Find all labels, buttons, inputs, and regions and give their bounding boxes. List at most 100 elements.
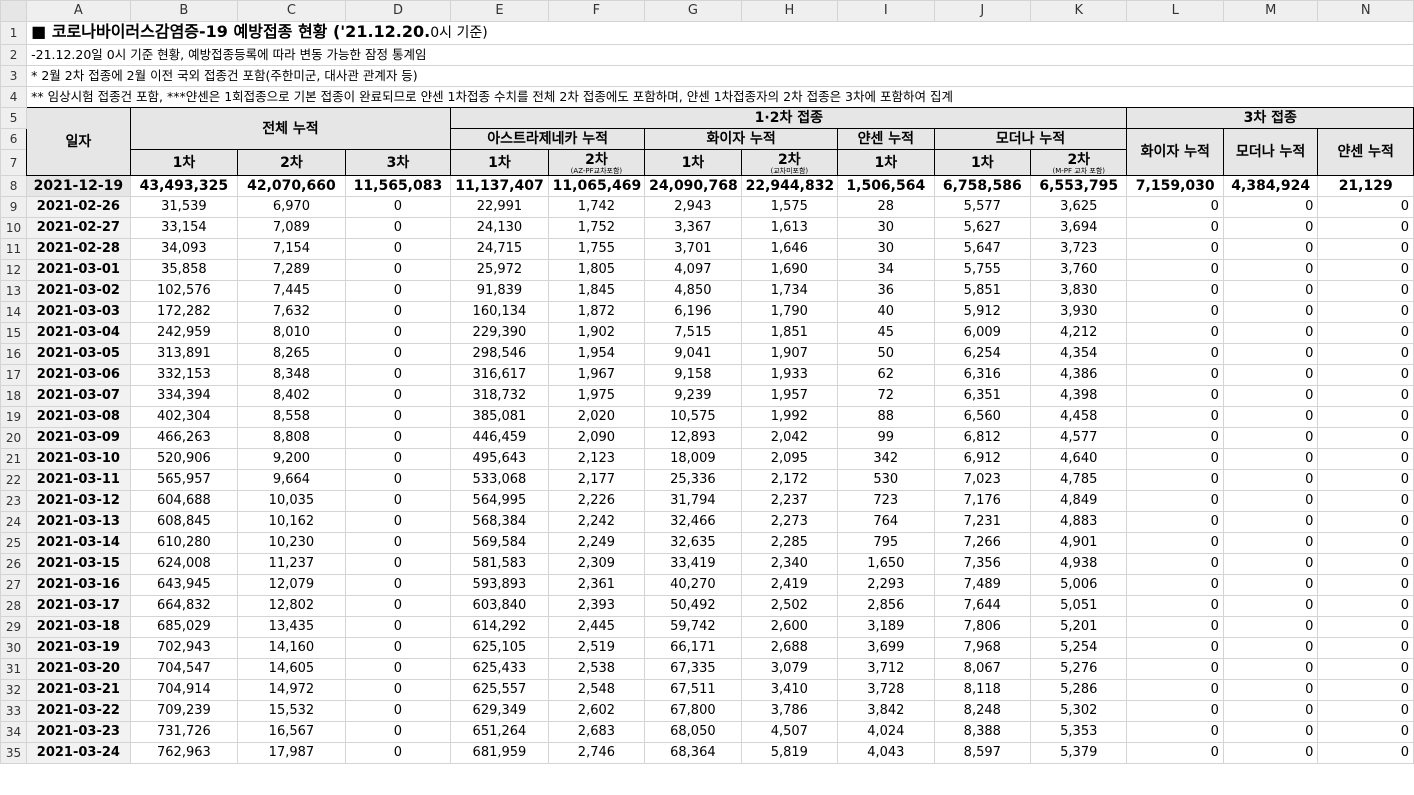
data-cell[interactable]: 0 <box>344 364 452 386</box>
date-cell[interactable]: 2021-03-15 <box>26 553 131 575</box>
column-header-d[interactable]: D <box>344 0 452 22</box>
data-cell[interactable]: 2,309 <box>547 553 646 575</box>
data-cell[interactable]: 0 <box>1317 637 1414 659</box>
data-cell[interactable]: 0 <box>1317 385 1414 407</box>
column-header-e[interactable]: E <box>450 0 549 22</box>
header-moderna[interactable]: 모더나 누적 <box>933 128 1128 150</box>
data-cell[interactable]: 10,230 <box>237 532 346 554</box>
data-cell[interactable]: 704,547 <box>129 658 239 680</box>
data-cell[interactable]: 2,361 <box>547 574 646 596</box>
data-cell[interactable]: 3,830 <box>1030 280 1128 302</box>
data-cell[interactable]: 4,398 <box>1030 385 1128 407</box>
data-cell[interactable]: 35,858 <box>129 259 239 281</box>
data-cell[interactable]: 12,802 <box>237 595 346 617</box>
data-cell[interactable]: 610,280 <box>129 532 239 554</box>
data-cell[interactable]: 0 <box>344 616 452 638</box>
data-cell[interactable]: 0 <box>1126 595 1224 617</box>
row-header[interactable]: 9 <box>0 196 28 218</box>
data-cell[interactable]: 0 <box>1317 595 1414 617</box>
data-cell[interactable]: 2,090 <box>547 427 646 449</box>
data-cell[interactable]: 0 <box>1317 301 1414 323</box>
data-cell[interactable]: 0 <box>1222 553 1319 575</box>
data-cell[interactable]: 6,912 <box>933 448 1032 470</box>
data-cell[interactable]: 3,786 <box>740 700 839 722</box>
data-cell[interactable]: 0 <box>1222 616 1319 638</box>
row-header[interactable]: 20 <box>0 427 28 449</box>
data-cell[interactable]: 0 <box>1222 259 1319 281</box>
data-cell[interactable]: 2,445 <box>547 616 646 638</box>
data-cell[interactable]: 0 <box>1222 427 1319 449</box>
date-cell[interactable]: 2021-03-10 <box>26 448 131 470</box>
data-cell[interactable]: 0 <box>344 238 452 260</box>
data-cell[interactable]: 2,237 <box>740 490 839 512</box>
data-cell[interactable]: 2,393 <box>547 595 646 617</box>
row-header[interactable]: 4 <box>0 86 28 108</box>
date-cell[interactable]: 2021-03-04 <box>26 322 131 344</box>
data-cell[interactable]: 4,043 <box>837 742 935 764</box>
data-cell[interactable]: 2,856 <box>837 595 935 617</box>
data-cell[interactable]: 0 <box>344 574 452 596</box>
data-cell[interactable]: 5,276 <box>1030 658 1128 680</box>
data-cell[interactable]: 45 <box>837 322 935 344</box>
data-cell[interactable]: 0 <box>344 322 452 344</box>
data-cell[interactable]: 8,265 <box>237 343 346 365</box>
header-md-second[interactable]: 2차 (M-PF 교차 포함) <box>1030 149 1128 176</box>
date-cell[interactable]: 2021-02-26 <box>26 196 131 218</box>
data-cell[interactable]: 624,008 <box>129 553 239 575</box>
data-cell[interactable]: 7,266 <box>933 532 1032 554</box>
data-cell[interactable]: 709,239 <box>129 700 239 722</box>
data-cell[interactable]: 731,726 <box>129 721 239 743</box>
data-cell[interactable]: 10,035 <box>237 490 346 512</box>
data-cell[interactable]: 0 <box>1317 469 1414 491</box>
date-cell[interactable]: 2021-03-20 <box>26 658 131 680</box>
data-cell[interactable]: 40 <box>837 301 935 323</box>
data-cell[interactable]: 0 <box>1317 574 1414 596</box>
data-cell[interactable]: 5,051 <box>1030 595 1128 617</box>
header-janssen-dose3[interactable]: 얀센 누적 <box>1317 128 1414 176</box>
data-cell[interactable]: 18,009 <box>644 448 742 470</box>
data-cell[interactable]: 2,600 <box>740 616 839 638</box>
data-cell[interactable]: 0 <box>344 280 452 302</box>
data-cell[interactable]: 36 <box>837 280 935 302</box>
data-cell[interactable]: 7,154 <box>237 238 346 260</box>
row-header[interactable]: 1 <box>0 21 28 45</box>
data-cell[interactable]: 0 <box>1126 469 1224 491</box>
row-header[interactable]: 35 <box>0 742 28 764</box>
data-cell[interactable]: 5,006 <box>1030 574 1128 596</box>
data-cell[interactable]: 5,201 <box>1030 616 1128 638</box>
column-header-m[interactable]: M <box>1222 0 1319 22</box>
data-cell[interactable]: 72 <box>837 385 935 407</box>
data-cell[interactable]: 0 <box>1222 469 1319 491</box>
data-cell[interactable]: 0 <box>344 385 452 407</box>
row-header[interactable]: 32 <box>0 679 28 701</box>
data-cell[interactable]: 0 <box>344 700 452 722</box>
data-cell[interactable]: 0 <box>1126 196 1224 218</box>
data-cell[interactable]: 2,226 <box>547 490 646 512</box>
data-cell[interactable]: 1,933 <box>740 364 839 386</box>
data-cell[interactable]: 0 <box>1222 238 1319 260</box>
column-header-k[interactable]: K <box>1030 0 1128 22</box>
data-cell[interactable]: 0 <box>1222 448 1319 470</box>
data-cell[interactable]: 3,728 <box>837 679 935 701</box>
data-cell[interactable]: 643,945 <box>129 574 239 596</box>
data-cell[interactable]: 25,972 <box>450 259 549 281</box>
data-cell[interactable]: 0 <box>1317 238 1414 260</box>
data-cell[interactable]: 2,340 <box>740 553 839 575</box>
row-header[interactable]: 16 <box>0 343 28 365</box>
data-cell[interactable]: 0 <box>1222 742 1319 764</box>
total-cell[interactable]: 21,129 <box>1317 175 1414 197</box>
data-cell[interactable]: 495,643 <box>450 448 549 470</box>
data-cell[interactable]: 13,435 <box>237 616 346 638</box>
data-cell[interactable]: 0 <box>344 301 452 323</box>
data-cell[interactable]: 15,532 <box>237 700 346 722</box>
data-cell[interactable]: 0 <box>344 553 452 575</box>
column-header-c[interactable]: C <box>237 0 346 22</box>
data-cell[interactable]: 625,433 <box>450 658 549 680</box>
data-cell[interactable]: 1,872 <box>547 301 646 323</box>
total-cell[interactable]: 6,553,795 <box>1030 175 1128 197</box>
data-cell[interactable]: 681,959 <box>450 742 549 764</box>
data-cell[interactable]: 3,367 <box>644 217 742 239</box>
row-header[interactable]: 11 <box>0 238 28 260</box>
data-cell[interactable]: 2,602 <box>547 700 646 722</box>
data-cell[interactable]: 6,254 <box>933 343 1032 365</box>
